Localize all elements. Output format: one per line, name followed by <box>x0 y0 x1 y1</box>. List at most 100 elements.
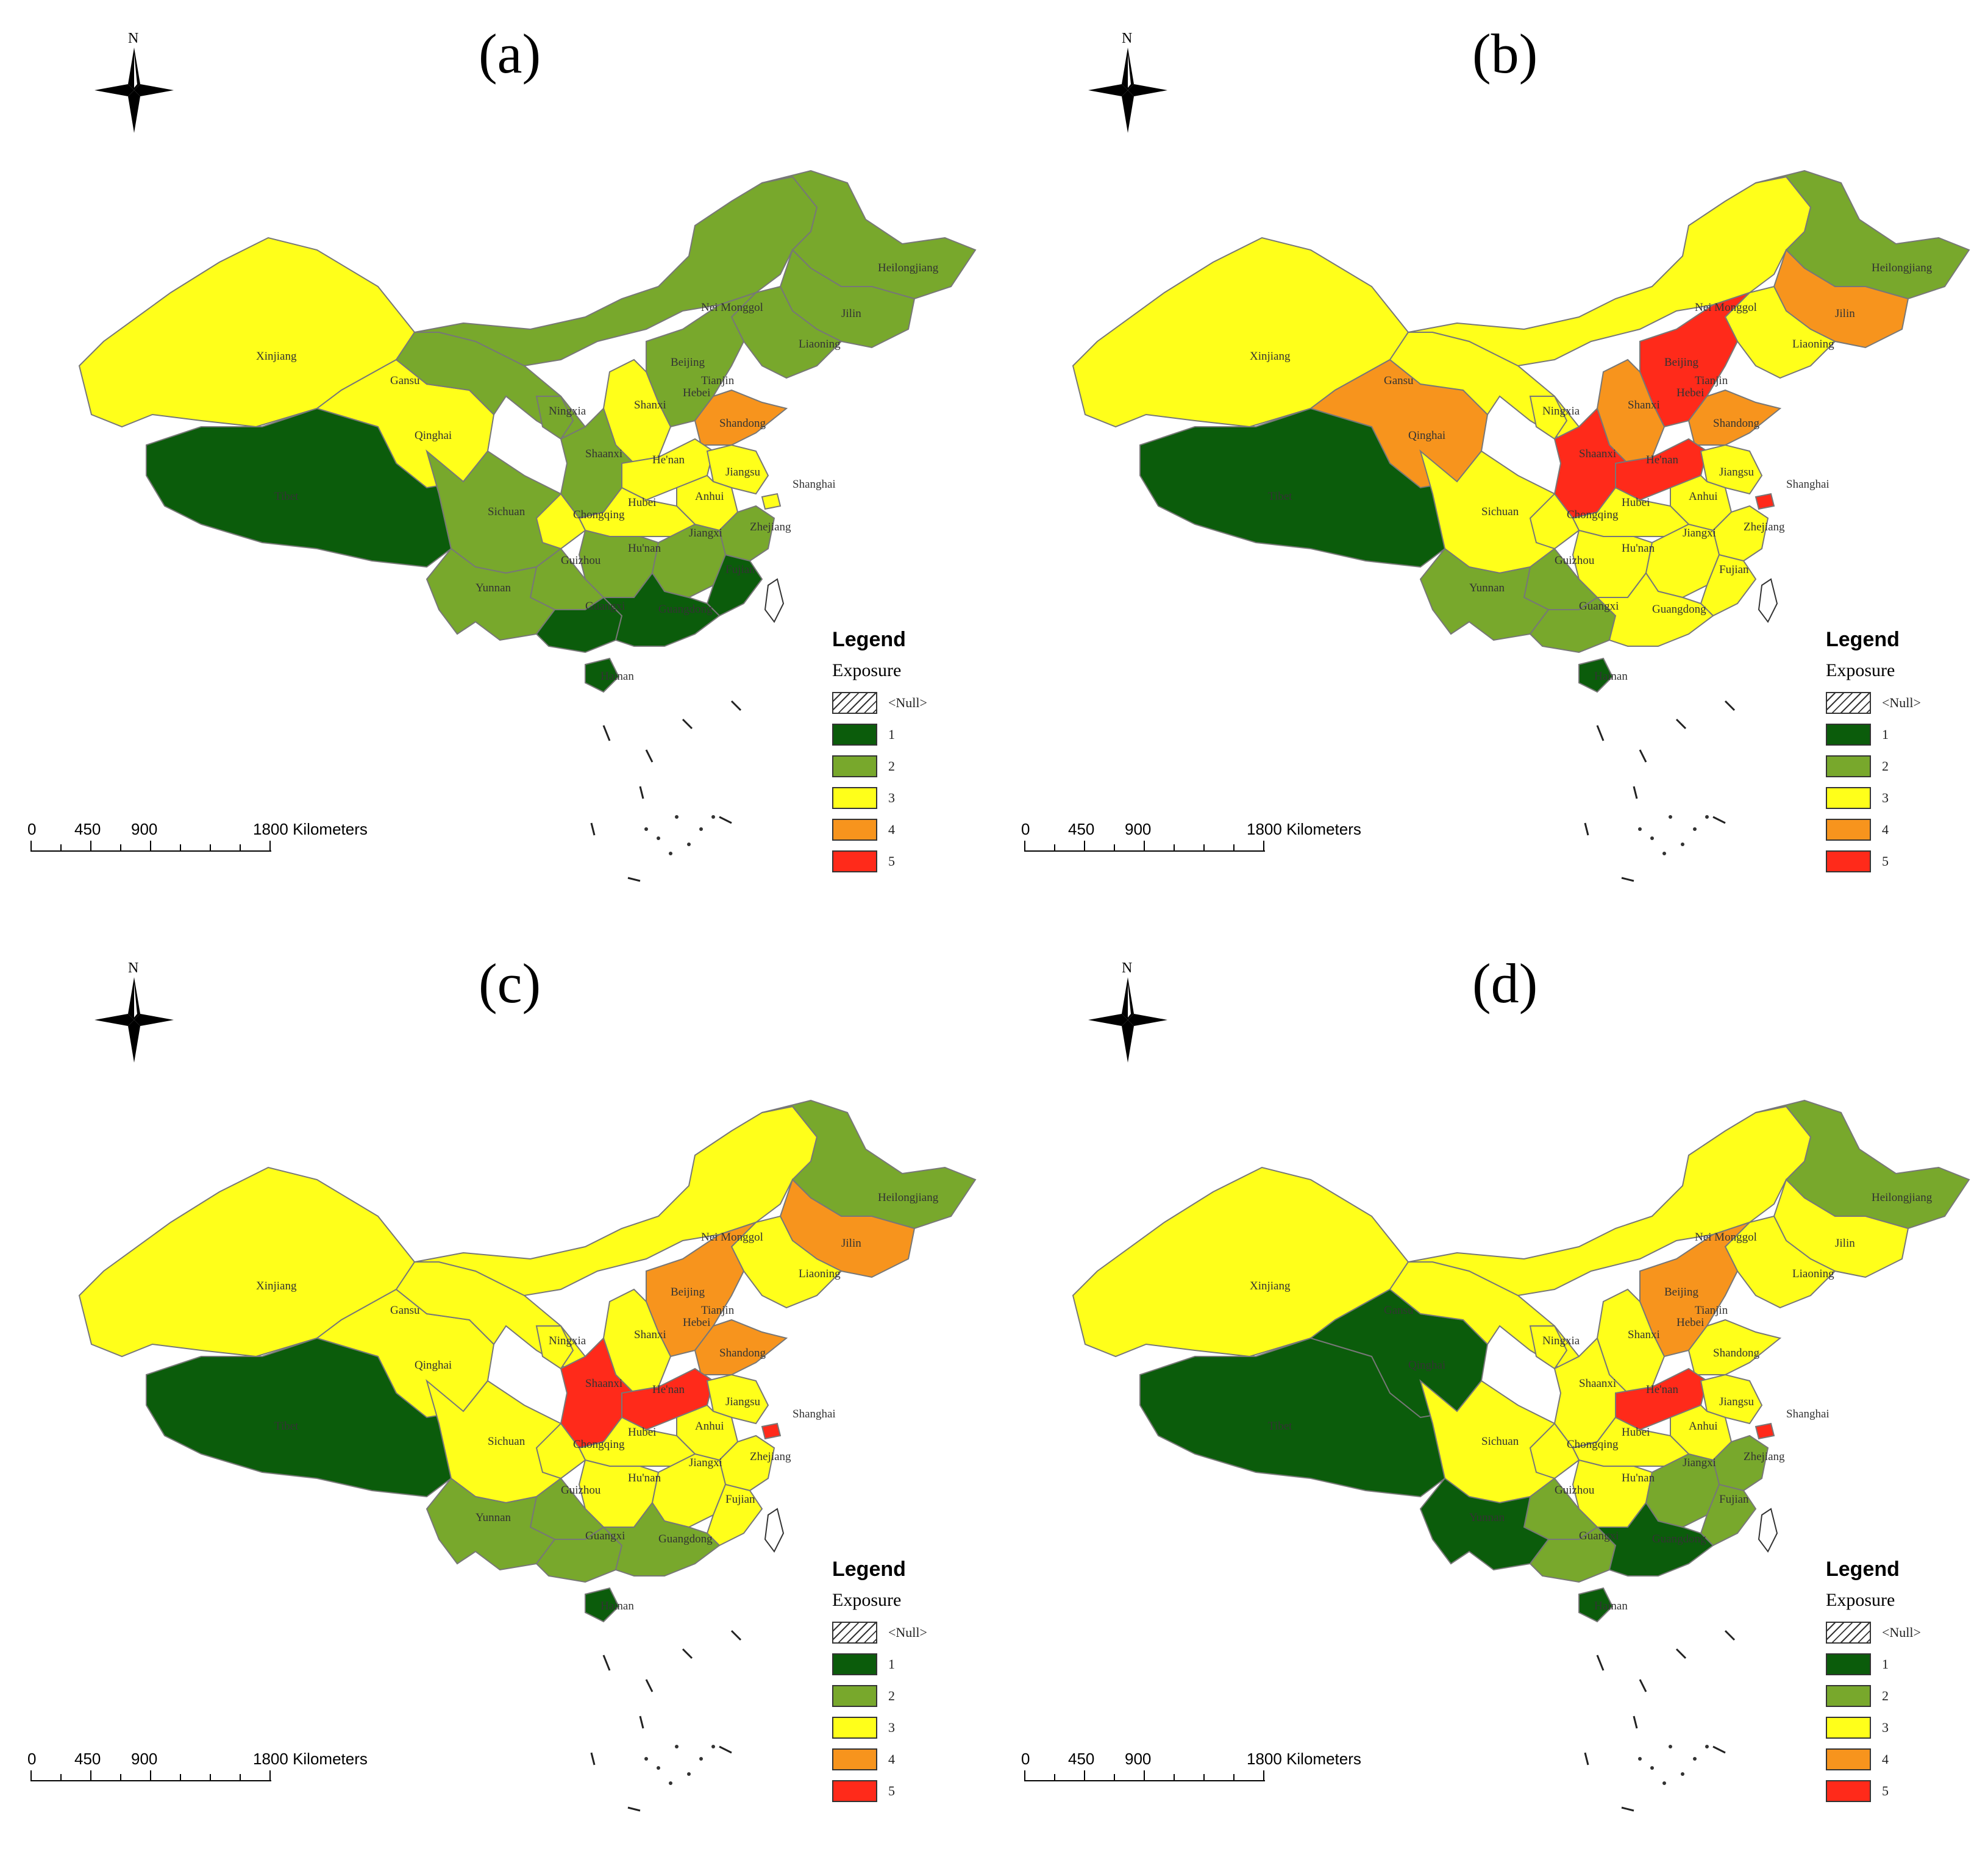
province-shanghai <box>761 493 782 510</box>
province-guangdong <box>602 1502 721 1577</box>
nine-dash-line-segment <box>1621 1806 1634 1812</box>
island-dot <box>1705 1745 1709 1748</box>
province-label-hebei: Hebei <box>1676 1316 1704 1329</box>
legend-label-null: <Null> <box>1882 695 1921 710</box>
legend-label-3: 3 <box>1882 1720 1889 1735</box>
province-label-liaoning: Liaoning <box>799 1267 841 1280</box>
province-label-tibet: Tibet <box>274 1420 299 1433</box>
legend-label-3: 3 <box>888 790 895 805</box>
province-label-guangdong: Guangdong <box>658 1533 713 1545</box>
scale-tick <box>1174 1774 1175 1781</box>
scale-tick <box>180 1774 181 1781</box>
scale-bar: 0 450 900 1800 Kilometers <box>27 820 368 863</box>
scale-tick <box>1024 841 1025 852</box>
scale-label: 0 <box>27 820 37 838</box>
province-tibet <box>146 407 452 568</box>
province-label-shanxi: Shanxi <box>634 399 666 412</box>
scale-tick <box>210 1774 211 1781</box>
island-dot <box>1681 843 1684 846</box>
nine-dash-line-segment <box>590 822 596 836</box>
province-label-hubei: Hubei <box>628 1426 656 1439</box>
legend-label-5: 5 <box>1882 1783 1889 1798</box>
province-label-zhejiang: Zhejiang <box>1744 521 1785 533</box>
scale-label: 0 <box>1021 820 1030 838</box>
legend-swatch-3 <box>832 1717 877 1739</box>
province-shanghai <box>1755 493 1775 510</box>
province-label-heilongjiang: Heilongjiang <box>1872 1191 1933 1204</box>
china-province-map: Xinjiang Tibet Qinghai Gansu Nei Monggol Heil… <box>1072 169 1970 882</box>
province-label-guangdong: Guangdong <box>1652 603 1706 616</box>
province-label-tianjin: Tianjin <box>701 374 735 387</box>
legend-row-2: 2 <box>1826 1680 1984 1712</box>
province-label-jiangxi: Jiangxi <box>1683 527 1716 540</box>
province-label-qinghai: Qinghai <box>1408 429 1445 442</box>
province-label-tianjin: Tianjin <box>701 1304 735 1317</box>
province-label-gansu: Gansu <box>390 1304 420 1317</box>
province-label-hubei: Hubei <box>628 496 656 509</box>
scale-tick <box>1144 841 1145 852</box>
province-label-shaanxi: Shaanxi <box>585 1377 622 1390</box>
legend-row-5: 5 <box>832 846 991 877</box>
province-label-shanghai: Shanghai <box>1786 1408 1829 1420</box>
province-label-hebei: Hebei <box>683 1316 710 1329</box>
scale-tick <box>150 1770 151 1781</box>
legend-label-2: 2 <box>1882 758 1889 774</box>
province-label-xinjiang: Xinjiang <box>1250 350 1291 363</box>
scale-tick <box>1084 841 1085 852</box>
province-label-beijing: Beijing <box>1664 356 1698 369</box>
province-label-hainan: Hainan <box>1594 1600 1628 1612</box>
china-province-map: Xinjiang Tibet Qinghai Gansu Nei Monggol Heil… <box>78 1099 977 1812</box>
scale-tick <box>30 841 32 852</box>
province-label-beijing: Beijing <box>1664 1286 1698 1299</box>
legend-row-2: 2 <box>1826 750 1984 782</box>
legend-title: Legend <box>1826 628 1900 651</box>
nine-dash-line-segment <box>1724 1630 1736 1641</box>
province-label-tianjin: Tianjin <box>1695 374 1728 387</box>
legend-row-5: 5 <box>1826 1775 1984 1807</box>
taiwan-outline <box>1758 578 1778 623</box>
island-dot <box>711 815 715 819</box>
north-label: N <box>1122 960 1133 976</box>
legend-row-4: 4 <box>1826 1744 1984 1775</box>
province-label-anhui: Anhui <box>1689 490 1718 503</box>
province-label-tianjin: Tianjin <box>1695 1304 1728 1317</box>
legend-row-4: 4 <box>832 1744 991 1775</box>
province-label-henan: He'nan <box>652 1383 685 1396</box>
legend-swatch-3 <box>832 787 877 809</box>
map-panel-b: Xinjiang Tibet Qinghai Gansu Nei Monggol Heil… <box>994 0 1987 930</box>
province-guangdong <box>1595 1502 1714 1577</box>
province-label-shandong: Shandong <box>1713 1347 1760 1359</box>
island-dot <box>675 815 679 819</box>
province-ningxia <box>535 396 574 440</box>
legend-swatch-null <box>1826 692 1871 714</box>
nine-dash-line-segment <box>627 877 641 882</box>
island-dot <box>1638 1757 1642 1761</box>
province-label-gansu: Gansu <box>1384 1304 1414 1317</box>
taiwan-outline <box>764 1508 785 1553</box>
province-label-gansu: Gansu <box>390 374 420 387</box>
legend-label-4: 4 <box>888 822 895 837</box>
province-label-shandong: Shandong <box>719 417 766 430</box>
province-label-tibet: Tibet <box>274 490 299 503</box>
province-label-yunnan: Yunnan <box>1469 1511 1505 1524</box>
island-dot <box>644 827 648 831</box>
legend-row-4: 4 <box>832 814 991 846</box>
china-province-map: Xinjiang Tibet Qinghai Gansu Nei Monggol Heil… <box>1072 1099 1970 1812</box>
province-label-zhejiang: Zhejiang <box>750 1450 791 1463</box>
island-dot <box>1681 1772 1684 1776</box>
map-panel-a: Xinjiang Tibet Qinghai Gansu Nei Monggol Heil… <box>0 0 994 930</box>
legend-row-3: 3 <box>1826 1712 1984 1744</box>
province-label-hebei: Hebei <box>1676 387 1704 399</box>
province-label-guizhou: Guizhou <box>561 1484 601 1497</box>
province-label-guangxi: Guangxi <box>1579 600 1619 613</box>
province-shandong <box>1687 1319 1782 1375</box>
province-label-jiangsu: Jiangsu <box>1719 466 1755 479</box>
legend-field: Exposure <box>832 660 902 680</box>
scale-label: 900 <box>1125 1750 1152 1768</box>
nine-dash-line-segment <box>1675 1648 1687 1659</box>
province-label-beijing: Beijing <box>671 1286 705 1299</box>
province-hainan <box>585 1587 620 1623</box>
province-label-jiangsu: Jiangsu <box>725 1395 761 1408</box>
panel-label: (a) <box>479 23 541 85</box>
island-dot <box>1669 815 1672 819</box>
